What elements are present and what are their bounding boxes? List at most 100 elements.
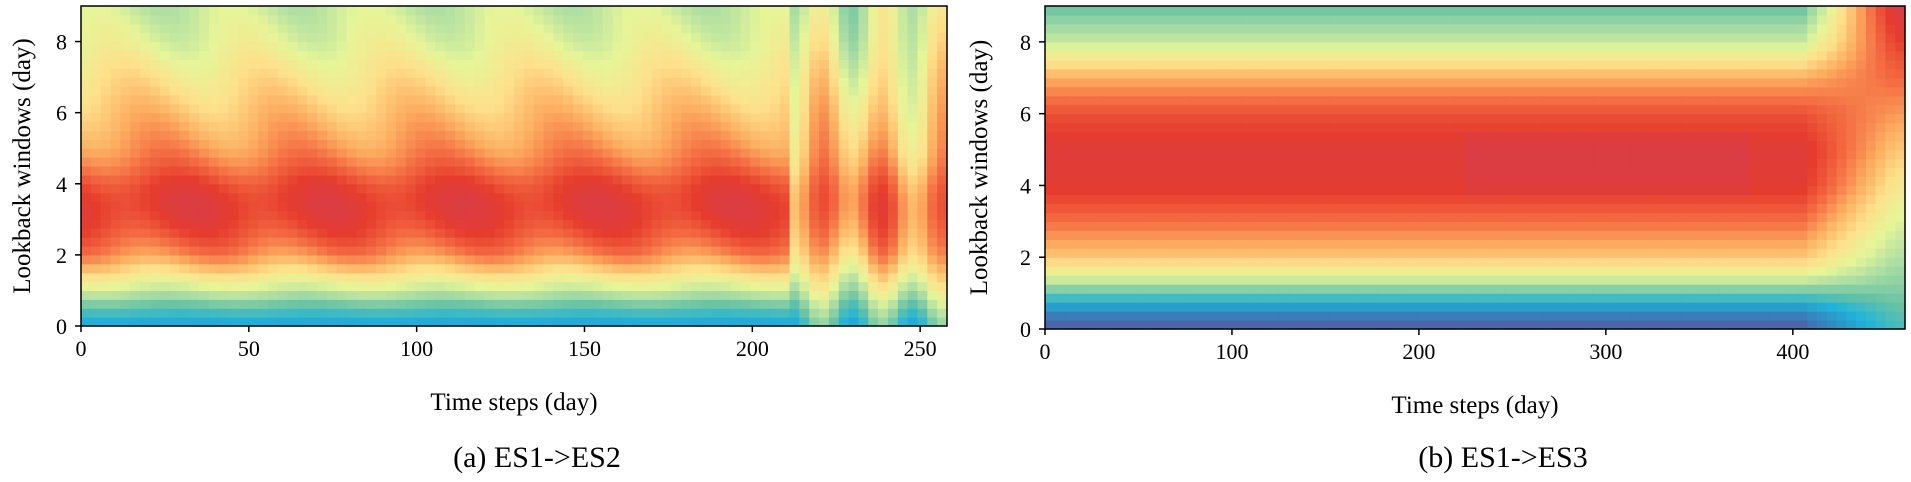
heatmap-cell	[730, 94, 741, 105]
heatmap-cell	[1162, 77, 1173, 88]
heatmap-cell	[1142, 167, 1154, 178]
heatmap-cell	[632, 50, 643, 60]
heatmap-cell	[1123, 284, 1134, 294]
heatmap-cell	[140, 219, 151, 229]
heatmap-cell	[533, 290, 545, 300]
heatmap-cell	[395, 23, 407, 34]
heatmap-cell	[386, 299, 397, 309]
heatmap-cell	[1318, 131, 1330, 142]
heatmap-cell	[110, 139, 121, 149]
heatmap-cell	[287, 317, 299, 327]
heatmap-cell	[907, 50, 919, 60]
heatmap-cell	[90, 103, 102, 114]
heatmap-cell	[809, 219, 820, 229]
heatmap-cell	[464, 148, 476, 158]
heatmap-cell	[1201, 86, 1212, 97]
heatmap-cell	[1445, 140, 1457, 151]
heatmap-cell	[1064, 284, 1075, 294]
heatmap-cell	[1220, 122, 1232, 133]
heatmap-cell	[1328, 194, 1339, 204]
heatmap-cell	[1269, 14, 1281, 25]
heatmap-cell	[346, 148, 358, 158]
heatmap-cell	[81, 192, 92, 203]
heatmap-cell	[445, 41, 456, 52]
heatmap-cell	[248, 139, 259, 149]
heatmap-cell	[199, 228, 210, 238]
heatmap-cell	[445, 281, 456, 292]
heatmap-cell	[435, 157, 446, 167]
heatmap-cell	[1367, 122, 1378, 133]
heatmap-cell	[169, 112, 181, 123]
heatmap-cell	[1426, 86, 1437, 97]
heatmap-cell	[533, 6, 545, 16]
heatmap-cell	[484, 23, 495, 34]
heatmap-cell	[1172, 284, 1183, 294]
heatmap-cell	[1299, 221, 1310, 231]
heatmap-cell	[140, 246, 151, 256]
heatmap-cell	[1465, 86, 1476, 97]
heatmap-cell	[1074, 158, 1085, 169]
heatmap-cell	[484, 50, 495, 60]
heatmap-cell	[1201, 167, 1212, 178]
heatmap-cell	[878, 103, 889, 114]
heatmap-cell	[533, 86, 545, 96]
heatmap-cell	[1142, 158, 1154, 169]
heatmap-cell	[563, 94, 574, 105]
heatmap-cell	[573, 59, 584, 69]
heatmap-cell	[199, 148, 210, 158]
heatmap-cell	[514, 86, 525, 96]
heatmap-cell	[917, 41, 928, 52]
heatmap-cell	[346, 272, 358, 283]
heatmap-cell	[809, 237, 820, 247]
heatmap-cell	[927, 59, 938, 69]
heatmap-cell	[208, 94, 220, 105]
heatmap-cell	[376, 14, 387, 25]
heatmap-cell	[218, 290, 230, 300]
heatmap-cell	[1445, 41, 1457, 52]
heatmap-cell	[799, 139, 810, 149]
heatmap-cell	[317, 290, 328, 300]
heatmap-cell	[1416, 50, 1427, 61]
heatmap-cell	[81, 139, 92, 149]
heatmap-cell	[1230, 248, 1242, 258]
heatmap-cell	[120, 219, 131, 229]
heatmap-cell	[1279, 230, 1290, 240]
heatmap-cell	[395, 157, 407, 167]
heatmap-cell	[868, 23, 879, 34]
heatmap-cell	[1064, 104, 1075, 115]
heatmap-cell	[1523, 41, 1535, 52]
heatmap-cell	[573, 14, 584, 25]
heatmap-cell	[1514, 302, 1525, 312]
heatmap-cell	[661, 14, 673, 25]
heatmap-cell	[140, 272, 151, 283]
heatmap-cell	[415, 308, 427, 318]
heatmap-cell	[1494, 167, 1505, 178]
heatmap-cell	[218, 308, 230, 318]
heatmap-cell	[897, 299, 909, 309]
heatmap-cell	[937, 290, 948, 300]
heatmap-cell	[622, 317, 633, 327]
heatmap-cell	[81, 130, 92, 140]
heatmap-cell	[681, 50, 692, 60]
heatmap-cell	[1338, 32, 1349, 43]
heatmap-cell	[700, 308, 712, 318]
heatmap-cell	[317, 148, 328, 158]
heatmap-cell	[327, 148, 338, 158]
heatmap-cell	[228, 192, 240, 203]
heatmap-cell	[1504, 50, 1515, 61]
heatmap-cell	[386, 272, 397, 283]
heatmap-cell	[484, 317, 495, 327]
heatmap-cell	[1103, 122, 1115, 133]
heatmap-cell	[149, 228, 161, 238]
heatmap-cell	[789, 148, 800, 158]
heatmap-cell	[720, 246, 732, 256]
heatmap-cell	[1406, 266, 1417, 276]
heatmap-cell	[474, 254, 486, 265]
heatmap-cell	[1387, 50, 1398, 61]
heatmap-cell	[1220, 230, 1232, 240]
heatmap-cell	[425, 166, 436, 176]
heatmap-cell	[1152, 14, 1163, 25]
heatmap-cell	[228, 68, 240, 78]
heatmap-cell	[1514, 257, 1525, 267]
heatmap-cell	[533, 59, 545, 69]
